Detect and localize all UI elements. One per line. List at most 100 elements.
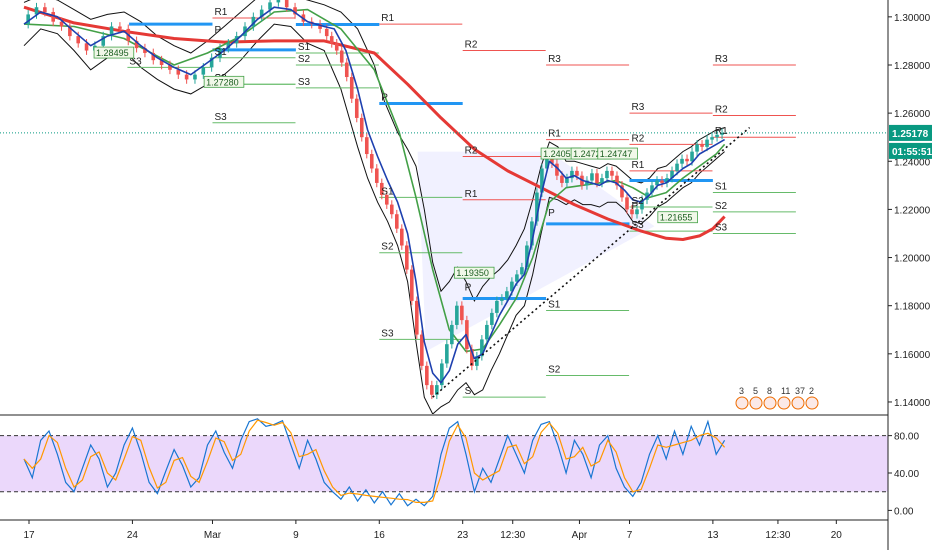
current-price-tag bbox=[889, 124, 932, 141]
candle-body-43 bbox=[354, 98, 359, 118]
price-label-0: 1.28495 bbox=[96, 48, 129, 58]
price-label-box-6 bbox=[657, 211, 698, 224]
candle-body-73 bbox=[505, 291, 509, 299]
candle-body-51 bbox=[394, 214, 399, 229]
candle-body-89 bbox=[585, 180, 589, 186]
candle-body-22 bbox=[201, 67, 206, 75]
pivot-label-1: P bbox=[214, 25, 221, 36]
candle-body-112 bbox=[700, 144, 704, 147]
event-badge-icon-3[interactable] bbox=[777, 396, 791, 410]
candle-body-29 bbox=[259, 9, 264, 17]
time-axis[interactable]: 17 24 Mar 9 16 23 12:30 Apr 7 13 12:30 20 bbox=[0, 519, 888, 541]
candle-body-31 bbox=[276, 0, 281, 3]
ema-fast-line bbox=[23, 6, 725, 384]
price-label-4: 1.24727 bbox=[573, 149, 606, 159]
candle-body-11 bbox=[109, 26, 114, 37]
pivot-label-0: R1 bbox=[214, 7, 227, 18]
pivot-label-35: P bbox=[631, 201, 638, 212]
candle-body-67 bbox=[475, 356, 479, 366]
candle-body-63 bbox=[455, 305, 459, 325]
pivot-label-32: S3 bbox=[715, 222, 728, 233]
pivot-label-24: R3 bbox=[715, 54, 728, 65]
osc-tick-label-1: 40.00 bbox=[894, 469, 919, 480]
candle-body-42 bbox=[349, 77, 354, 99]
candle-body-95 bbox=[615, 175, 619, 186]
price-tick-label-7: 1.16000 bbox=[894, 350, 931, 361]
candle-body-25 bbox=[226, 43, 231, 49]
candle-body-3 bbox=[43, 7, 47, 13]
candle-body-53 bbox=[405, 245, 409, 270]
event-badge-count-0: 3 bbox=[739, 386, 744, 396]
price-plot-area[interactable]: R1PS1S2S3S3R1R2R3S1S2S3PR2R1S1S2S3PS1S2S… bbox=[0, 0, 888, 414]
event-badge-icon-4[interactable] bbox=[791, 396, 805, 410]
bollinger-upper-line bbox=[23, 0, 725, 303]
candle-body-68 bbox=[480, 339, 484, 357]
candle-body-102 bbox=[650, 185, 654, 193]
candle-body-72 bbox=[500, 298, 504, 301]
time-tick-label-3: 9 bbox=[293, 530, 299, 541]
candle-body-15 bbox=[143, 48, 147, 53]
candle-body-14 bbox=[134, 40, 139, 49]
oscillator-pane[interactable] bbox=[0, 418, 888, 507]
pivot-label-10: S2 bbox=[298, 54, 311, 65]
candle-body-78 bbox=[530, 221, 534, 246]
candle-body-49 bbox=[384, 194, 389, 205]
triangle-pattern bbox=[417, 151, 655, 352]
pivot-label-18: P bbox=[465, 283, 472, 294]
candle-body-83 bbox=[555, 163, 559, 176]
candle-body-7 bbox=[76, 36, 81, 44]
price-label-box-1 bbox=[203, 75, 245, 88]
candle-body-6 bbox=[68, 26, 72, 37]
pivot-label-15: S1 bbox=[381, 186, 394, 197]
candle-body-106 bbox=[670, 170, 674, 179]
candle-body-4 bbox=[51, 12, 55, 22]
event-badge-icon-2[interactable] bbox=[763, 396, 777, 410]
current-price-label: 1.25178 bbox=[892, 129, 929, 140]
candle-body-105 bbox=[665, 178, 669, 183]
candle-body-58 bbox=[430, 385, 434, 395]
candle-body-54 bbox=[410, 269, 414, 301]
pivot-label-14: R1 bbox=[465, 189, 478, 200]
pivot-label-5: S3 bbox=[129, 56, 142, 67]
price-label-5: 1.24747 bbox=[600, 149, 633, 159]
candle-body-98 bbox=[630, 209, 634, 215]
event-badge-icon-1[interactable] bbox=[749, 396, 763, 410]
candle-body-46 bbox=[369, 154, 374, 169]
candle-body-107 bbox=[675, 163, 679, 171]
price-pane[interactable]: R1PS1S2S3S3R1R2R3S1S2S3PR2R1S1S2S3PS1S2S… bbox=[0, 0, 888, 416]
price-label-1: 1.27280 bbox=[206, 77, 239, 87]
candle-body-19 bbox=[176, 69, 181, 75]
candle-body-38 bbox=[329, 36, 334, 44]
time-tick-label-11: 20 bbox=[831, 530, 843, 541]
candle-body-23 bbox=[209, 57, 214, 68]
candle-body-16 bbox=[151, 52, 156, 61]
countdown-label: 01:55:51 bbox=[892, 147, 932, 158]
candle-body-108 bbox=[680, 158, 684, 164]
time-tick-label-1: 24 bbox=[127, 530, 139, 541]
candle-body-47 bbox=[374, 168, 379, 183]
pivot-label-33: S2 bbox=[631, 196, 644, 207]
candle-body-97 bbox=[625, 197, 629, 210]
candle-body-1 bbox=[26, 14, 30, 25]
price-axis[interactable]: 1.30000 1.28000 1.26000 1.24000 1.22000 1.200… bbox=[887, 0, 932, 550]
event-badge-count-1: 5 bbox=[753, 386, 758, 396]
event-badge-icon-0[interactable] bbox=[735, 396, 749, 410]
candle-body-86 bbox=[570, 170, 574, 179]
event-badge-icon-5[interactable] bbox=[805, 396, 819, 410]
candle-body-110 bbox=[690, 151, 694, 162]
candle-body-96 bbox=[620, 185, 624, 198]
candle-body-114 bbox=[710, 137, 714, 140]
candle-body-41 bbox=[344, 62, 349, 78]
pivot-label-6: R1 bbox=[381, 13, 394, 24]
price-tick-label-1: 1.28000 bbox=[894, 61, 931, 72]
pivot-label-9: S1 bbox=[298, 42, 311, 53]
candle-body-60 bbox=[440, 363, 444, 386]
candle-body-56 bbox=[420, 334, 424, 366]
candle-body-39 bbox=[334, 43, 339, 51]
pivot-label-34: S3 bbox=[631, 220, 644, 231]
pivot-label-11: S3 bbox=[298, 77, 311, 88]
candle-body-109 bbox=[685, 158, 689, 162]
pivot-label-17: S3 bbox=[381, 328, 394, 339]
